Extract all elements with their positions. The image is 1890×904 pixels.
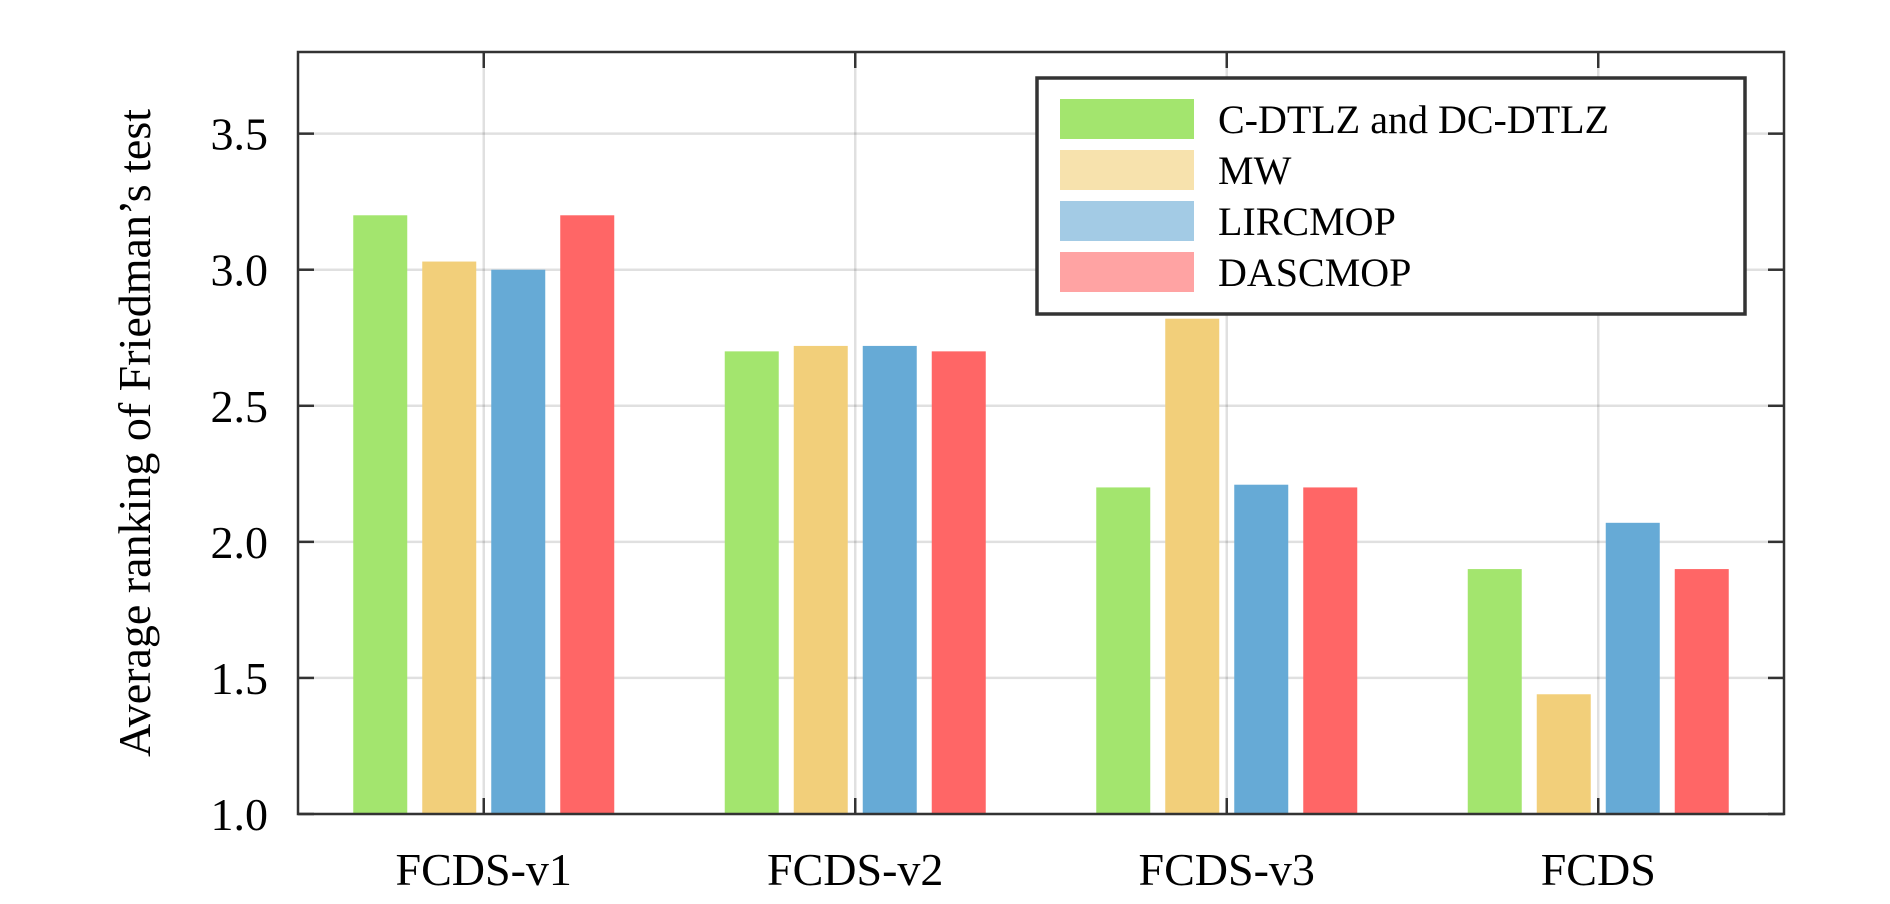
bar-lircmop xyxy=(1234,484,1289,814)
bar-mw xyxy=(1165,318,1220,814)
y-tick-label: 1.5 xyxy=(211,653,269,704)
x-tick-label: FCDS-v1 xyxy=(396,844,572,895)
bar-lircmop xyxy=(491,269,546,814)
y-tick-label: 3.5 xyxy=(211,109,269,160)
y-tick-label: 3.0 xyxy=(211,245,269,296)
legend-label: DASCMOP xyxy=(1218,250,1411,295)
legend-label: MW xyxy=(1218,148,1292,193)
bar-mw xyxy=(422,261,477,814)
x-tick-label: FCDS xyxy=(1541,844,1656,895)
bars xyxy=(353,215,1729,815)
bar-dascmop xyxy=(560,215,615,815)
bar-dascmop xyxy=(931,351,986,814)
bar-mw xyxy=(1536,694,1591,814)
bar-mw xyxy=(793,345,848,814)
y-axis-label: Average ranking of Friedman’s test xyxy=(109,109,160,757)
y-tick-label: 1.0 xyxy=(211,789,269,840)
legend-swatch xyxy=(1060,99,1194,139)
legend-label: C-DTLZ and DC-DTLZ xyxy=(1218,97,1609,142)
bar-lircmop xyxy=(1605,522,1660,814)
x-tick-label: FCDS-v3 xyxy=(1139,844,1315,895)
bar-c-dtlz-and-dc-dtlz xyxy=(353,215,408,815)
legend-swatch xyxy=(1060,150,1194,190)
x-tick-label: FCDS-v2 xyxy=(767,844,943,895)
ticks xyxy=(298,52,1784,816)
bar-c-dtlz-and-dc-dtlz xyxy=(724,351,779,814)
plot-frame xyxy=(296,50,1786,816)
bar-c-dtlz-and-dc-dtlz xyxy=(1096,487,1151,814)
legend-swatch xyxy=(1060,201,1194,241)
bar-lircmop xyxy=(862,345,917,814)
legend-label: LIRCMOP xyxy=(1218,199,1396,244)
bar-dascmop xyxy=(1674,569,1729,814)
y-tick-label: 2.5 xyxy=(211,381,269,432)
bar-dascmop xyxy=(1303,487,1358,814)
x-tick-labels: FCDS-v1 FCDS-v2 FCDS-v3 FCDS xyxy=(396,844,1656,895)
legend-swatch xyxy=(1060,252,1194,292)
y-tick-labels: 1.0 1.5 2.0 2.5 3.0 3.5 xyxy=(211,109,269,840)
y-tick-label: 2.0 xyxy=(211,517,269,568)
bar-c-dtlz-and-dc-dtlz xyxy=(1467,569,1522,814)
legend: C-DTLZ and DC-DTLZ MW LIRCMOP DASCMOP xyxy=(1035,76,1747,316)
